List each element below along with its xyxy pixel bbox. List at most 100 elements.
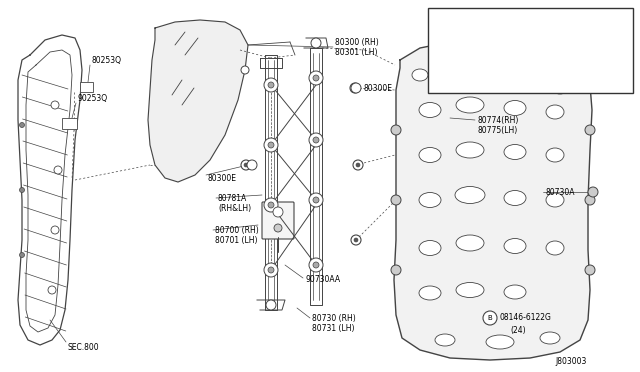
Ellipse shape: [456, 142, 484, 158]
Text: 80300E: 80300E: [208, 173, 237, 183]
Circle shape: [274, 224, 282, 232]
Ellipse shape: [540, 332, 560, 344]
Circle shape: [351, 83, 361, 93]
Circle shape: [19, 253, 24, 257]
Ellipse shape: [504, 100, 526, 115]
Polygon shape: [148, 20, 248, 182]
Circle shape: [354, 238, 358, 242]
Ellipse shape: [412, 69, 428, 81]
Text: 80730 (RH): 80730 (RH): [312, 314, 356, 323]
Circle shape: [391, 265, 401, 275]
Polygon shape: [394, 42, 592, 360]
Circle shape: [48, 286, 56, 294]
Circle shape: [313, 197, 319, 203]
Circle shape: [353, 160, 363, 170]
Ellipse shape: [552, 82, 568, 94]
Text: 08146-6122G: 08146-6122G: [500, 314, 552, 323]
Text: 80300E: 80300E: [363, 83, 392, 93]
Text: 80300 (RH): 80300 (RH): [335, 38, 379, 46]
Text: 80701 (LH): 80701 (LH): [215, 235, 257, 244]
Ellipse shape: [569, 57, 597, 75]
Ellipse shape: [504, 285, 526, 299]
Text: (RH&LH): (RH&LH): [218, 203, 251, 212]
Ellipse shape: [580, 64, 586, 67]
Text: 90730AA: 90730AA: [305, 276, 340, 285]
Circle shape: [585, 195, 595, 205]
Circle shape: [309, 258, 323, 272]
Circle shape: [241, 160, 251, 170]
Circle shape: [264, 263, 278, 277]
Circle shape: [51, 226, 59, 234]
Circle shape: [51, 101, 59, 109]
Circle shape: [309, 71, 323, 85]
Text: 80301 (LH): 80301 (LH): [335, 48, 378, 57]
Text: J803003: J803003: [555, 357, 586, 366]
Ellipse shape: [573, 60, 593, 72]
Text: 90253Q: 90253Q: [78, 93, 108, 103]
Circle shape: [266, 300, 276, 310]
Circle shape: [241, 66, 249, 74]
FancyBboxPatch shape: [79, 81, 93, 92]
Circle shape: [313, 75, 319, 81]
Ellipse shape: [564, 54, 602, 78]
FancyBboxPatch shape: [428, 8, 633, 93]
Circle shape: [264, 198, 278, 212]
Circle shape: [585, 125, 595, 135]
Circle shape: [264, 138, 278, 152]
Circle shape: [313, 262, 319, 268]
Ellipse shape: [546, 241, 564, 255]
Circle shape: [309, 133, 323, 147]
Ellipse shape: [419, 241, 441, 256]
Circle shape: [313, 137, 319, 143]
Circle shape: [268, 202, 274, 208]
Circle shape: [353, 86, 357, 90]
FancyBboxPatch shape: [262, 202, 294, 239]
Text: 80731 (LH): 80731 (LH): [312, 324, 355, 333]
Ellipse shape: [419, 192, 441, 208]
Circle shape: [19, 187, 24, 192]
Text: 80781A: 80781A: [218, 193, 247, 202]
Ellipse shape: [504, 190, 526, 205]
Text: 80775(LH): 80775(LH): [477, 125, 517, 135]
FancyBboxPatch shape: [61, 118, 77, 128]
Circle shape: [483, 311, 497, 325]
Ellipse shape: [435, 334, 455, 346]
Text: 80774(RH): 80774(RH): [477, 115, 518, 125]
Text: 80253Q: 80253Q: [92, 55, 122, 64]
Text: B: B: [488, 315, 492, 321]
Circle shape: [588, 187, 598, 197]
Ellipse shape: [419, 103, 441, 118]
Circle shape: [273, 207, 283, 217]
Circle shape: [244, 163, 248, 167]
Ellipse shape: [456, 97, 484, 113]
Circle shape: [54, 166, 62, 174]
Ellipse shape: [504, 238, 526, 253]
Text: 80700 (RH): 80700 (RH): [215, 225, 259, 234]
Text: (24): (24): [510, 326, 525, 334]
Ellipse shape: [419, 148, 441, 163]
Ellipse shape: [455, 186, 485, 203]
Circle shape: [268, 267, 274, 273]
Circle shape: [268, 142, 274, 148]
Ellipse shape: [504, 144, 526, 160]
Text: P/C 80774/5 IS IN SEC.810: P/C 80774/5 IS IN SEC.810: [434, 31, 541, 39]
Circle shape: [264, 78, 278, 92]
Circle shape: [247, 160, 257, 170]
Text: 80730A: 80730A: [545, 187, 575, 196]
Circle shape: [351, 235, 361, 245]
Ellipse shape: [546, 193, 564, 207]
Circle shape: [19, 122, 24, 128]
Text: SEC.800: SEC.800: [68, 343, 100, 353]
Ellipse shape: [456, 282, 484, 298]
Ellipse shape: [546, 148, 564, 162]
Circle shape: [391, 195, 401, 205]
Circle shape: [356, 163, 360, 167]
Circle shape: [309, 193, 323, 207]
Circle shape: [350, 83, 360, 93]
Circle shape: [585, 265, 595, 275]
Circle shape: [311, 38, 321, 48]
Ellipse shape: [486, 335, 514, 349]
Ellipse shape: [546, 105, 564, 119]
Circle shape: [391, 125, 401, 135]
Circle shape: [268, 82, 274, 88]
